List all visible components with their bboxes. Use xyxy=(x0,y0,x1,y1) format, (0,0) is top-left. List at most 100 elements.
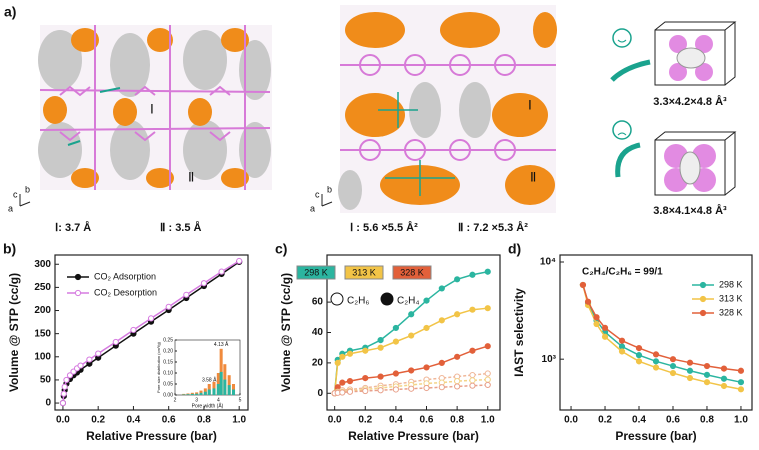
axis-indicator xyxy=(321,194,333,207)
data-point xyxy=(601,324,609,331)
data-point xyxy=(454,353,461,360)
x-tick-label: 3 xyxy=(195,397,198,403)
structure-image xyxy=(338,5,557,213)
axis-letter: b xyxy=(327,184,332,194)
y-tick-label: 0.20 xyxy=(163,348,173,354)
x-tick-label: 1.0 xyxy=(232,415,246,426)
data-point xyxy=(469,377,476,384)
data-point xyxy=(130,326,137,334)
data-point xyxy=(652,364,660,371)
data-point xyxy=(635,358,643,365)
bar-base xyxy=(231,389,236,395)
y-axis-label: Volume @ STP (cc/g) xyxy=(279,273,293,392)
data-point xyxy=(635,352,643,359)
x-tick-label: 0.0 xyxy=(328,415,342,426)
data-point xyxy=(484,381,491,389)
y-tick-label: 50 xyxy=(40,375,52,386)
x-tick-label: 0.2 xyxy=(358,415,372,426)
data-point xyxy=(86,356,93,363)
pore-mark: Ⅱ xyxy=(188,169,194,184)
data-point xyxy=(63,376,70,384)
legend-label: 328 K xyxy=(719,307,743,317)
data-point xyxy=(95,350,102,357)
data-point xyxy=(484,268,491,275)
x-axis-label: Relative Pressure (bar) xyxy=(348,429,479,443)
y-axis-label: Volume @ STP (cc/g) xyxy=(7,273,21,392)
y-tick-label: 10⁴ xyxy=(540,257,556,268)
data-point xyxy=(377,336,384,344)
legend-label: C₂H₆ xyxy=(347,296,369,307)
data-point xyxy=(635,345,643,352)
legend-label: 298 K xyxy=(719,279,743,289)
data-point xyxy=(346,378,354,385)
data-point xyxy=(438,359,445,366)
data-point xyxy=(618,348,626,355)
data-point xyxy=(469,382,476,389)
data-point xyxy=(454,378,461,385)
data-point xyxy=(147,315,155,322)
y-tick-label: 0.15 xyxy=(163,359,173,365)
bar-base xyxy=(207,389,211,395)
bar-base xyxy=(182,394,186,395)
legend-swatch xyxy=(296,265,336,280)
legend-marker xyxy=(330,292,344,306)
x-tick-label: 0.6 xyxy=(162,415,176,426)
legend-label: 313 K xyxy=(352,267,376,277)
data-point xyxy=(392,386,399,393)
legend-marker xyxy=(699,309,707,317)
data-point xyxy=(362,347,369,354)
data-point xyxy=(703,379,711,386)
data-point xyxy=(584,298,592,305)
x-tick-label: 4 xyxy=(217,397,220,403)
data-point xyxy=(737,379,745,386)
caption: Ⅱ : 7.2 ×5.3 Å² xyxy=(458,221,528,234)
data-point xyxy=(438,384,445,391)
plot-frame xyxy=(54,254,249,411)
y-tick-label: 100 xyxy=(34,351,51,362)
x-tick-label: 2 xyxy=(174,397,177,403)
data-point xyxy=(408,311,415,318)
data-point xyxy=(392,370,399,377)
data-point xyxy=(362,387,369,395)
data-point xyxy=(454,276,461,283)
data-point xyxy=(686,374,694,382)
pore-mark: Ⅱ xyxy=(530,169,536,184)
y-tick-label: 200 xyxy=(34,305,51,316)
axis-letter: c xyxy=(13,189,18,199)
data-point xyxy=(200,280,208,287)
bar-base xyxy=(216,384,220,395)
data-point xyxy=(423,364,430,371)
molecule-box-icon xyxy=(610,21,737,86)
y-tick-label: 0.00 xyxy=(163,392,173,398)
caption: Ⅰ: 3.7 Å xyxy=(55,221,91,234)
panel-label: b) xyxy=(3,241,16,257)
dimension-label: 3.3×4.2×4.8 Å³ xyxy=(653,95,727,108)
y-tick-label: 10³ xyxy=(542,354,557,365)
molecule-box-icon xyxy=(612,120,737,196)
structure-image xyxy=(38,25,272,190)
data-point xyxy=(652,358,660,365)
panel-label: a) xyxy=(4,4,16,20)
legend-label: C₂H₄ xyxy=(397,296,419,307)
caption: Ⅰ : 5.6 ×5.5 Å² xyxy=(350,221,418,234)
legend-marker xyxy=(699,295,707,303)
bar xyxy=(186,393,190,395)
bar-base xyxy=(212,388,216,395)
y-tick-label: 0.05 xyxy=(163,381,173,387)
x-tick-label: 0.2 xyxy=(598,415,612,426)
data-point xyxy=(593,320,600,328)
data-point xyxy=(686,359,694,366)
data-point xyxy=(362,374,369,382)
x-axis-label: Pressure (bar) xyxy=(615,429,696,443)
axis-letter: a xyxy=(8,203,13,213)
data-point xyxy=(469,271,476,278)
x-axis-label: Relative Pressure (bar) xyxy=(86,429,217,443)
data-point xyxy=(346,350,354,357)
legend-marker xyxy=(380,292,394,306)
data-point xyxy=(669,362,677,370)
data-point xyxy=(469,371,476,379)
dimension-label: 3.8×4.1×4.8 Å³ xyxy=(653,204,727,217)
bar-base xyxy=(203,391,207,395)
data-point xyxy=(377,373,384,380)
